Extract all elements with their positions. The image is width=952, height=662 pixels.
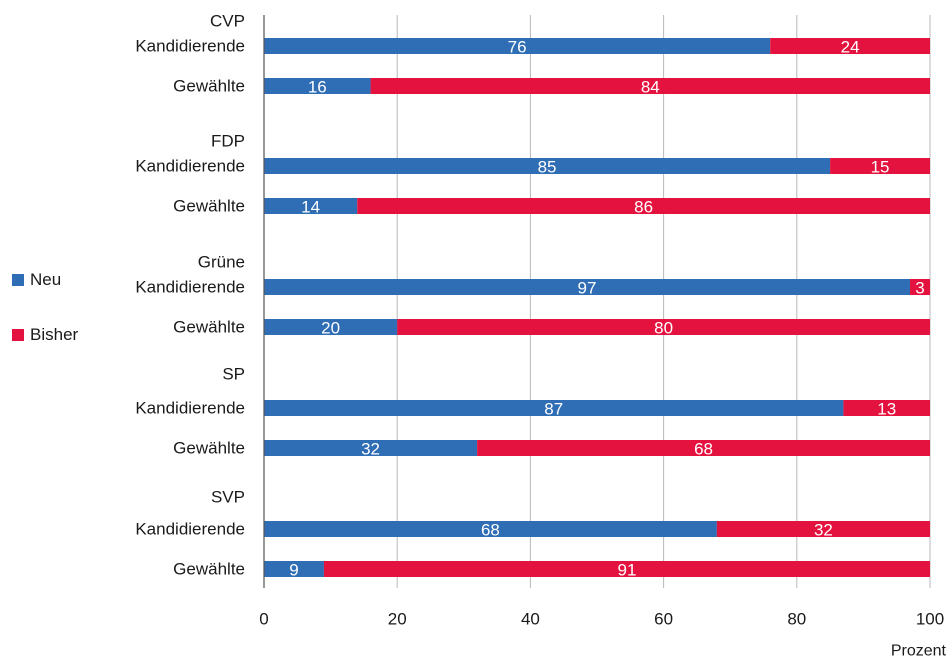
- bar-neu-1-1: [264, 198, 358, 214]
- party-label-1: FDP: [211, 132, 245, 151]
- row-label-0-0: Kandidierende: [135, 37, 245, 56]
- data-label-neu-1-1: 14: [301, 198, 320, 217]
- party-label-4: SVP: [211, 488, 245, 507]
- party-label-3: SP: [222, 365, 245, 384]
- row-label-1-1: Gewählte: [173, 197, 245, 216]
- data-label-neu-3-1: 32: [361, 440, 380, 459]
- x-tick-label-40: 40: [521, 610, 540, 629]
- row-label-2-0: Kandidierende: [135, 278, 245, 297]
- data-label-bisher-2-0: 3: [915, 279, 924, 298]
- bar-bisher-3-1: [477, 440, 930, 456]
- x-tick-label-80: 80: [787, 610, 806, 629]
- bar-neu-0-0: [264, 38, 771, 54]
- data-label-neu-3-0: 87: [544, 400, 563, 419]
- x-tick-label-60: 60: [654, 610, 673, 629]
- data-label-bisher-4-1: 91: [618, 561, 637, 580]
- bar-bisher-4-0: [716, 521, 930, 537]
- row-label-3-1: Gewählte: [173, 439, 245, 458]
- row-label-1-0: Kandidierende: [135, 157, 245, 176]
- bar-bisher-2-1: [397, 319, 930, 335]
- row-label-3-0: Kandidierende: [135, 399, 245, 418]
- data-label-neu-0-1: 16: [308, 78, 327, 97]
- row-label-4-0: Kandidierende: [135, 520, 245, 539]
- data-label-bisher-3-1: 68: [694, 440, 713, 459]
- data-label-neu-2-1: 20: [321, 319, 340, 338]
- data-label-bisher-0-0: 24: [841, 38, 860, 57]
- bar-bisher-1-0: [830, 158, 930, 174]
- data-label-bisher-1-0: 15: [871, 158, 890, 177]
- bar-bisher-4-1: [323, 561, 930, 577]
- legend-swatch-neu: [12, 274, 24, 286]
- bar-neu-3-0: [264, 400, 844, 416]
- bar-neu-1-0: [264, 158, 831, 174]
- legend-swatch-bisher: [12, 329, 24, 341]
- x-tick-label-0: 0: [259, 610, 268, 629]
- data-label-neu-4-0: 68: [481, 521, 500, 540]
- bar-neu-2-0: [264, 279, 911, 295]
- bar-neu-2-1: [264, 319, 398, 335]
- data-label-bisher-2-1: 80: [654, 319, 673, 338]
- legend-label-bisher: Bisher: [30, 325, 79, 344]
- bar-bisher-0-0: [770, 38, 930, 54]
- x-tick-label-100: 100: [916, 610, 944, 629]
- data-label-neu-1-0: 85: [538, 158, 557, 177]
- data-label-bisher-3-0: 13: [877, 400, 896, 419]
- party-label-0: CVP: [210, 12, 245, 31]
- data-label-bisher-0-1: 84: [641, 78, 660, 97]
- bar-bisher-1-1: [357, 198, 930, 214]
- bar-bisher-0-1: [370, 78, 930, 94]
- data-label-bisher-1-1: 86: [634, 198, 653, 217]
- data-label-bisher-4-0: 32: [814, 521, 833, 540]
- x-tick-label-20: 20: [388, 610, 407, 629]
- x-axis-title: Prozent: [891, 643, 947, 660]
- data-label-neu-0-0: 76: [508, 38, 527, 57]
- bar-bisher-2-0: [910, 279, 930, 295]
- legend-label-neu: Neu: [30, 270, 62, 289]
- bar-neu-4-1: [264, 561, 324, 577]
- row-label-0-1: Gewählte: [173, 77, 245, 96]
- row-label-4-1: Gewählte: [173, 560, 245, 579]
- party-label-2: Grüne: [198, 253, 245, 272]
- data-label-neu-2-0: 97: [578, 279, 597, 298]
- bar-bisher-3-0: [843, 400, 930, 416]
- legend-item-neu: Neu: [12, 270, 61, 290]
- legend-item-bisher: Bisher: [12, 325, 78, 345]
- row-label-2-1: Gewählte: [173, 318, 245, 337]
- bar-neu-3-1: [264, 440, 478, 456]
- bar-neu-4-0: [264, 521, 717, 537]
- bar-neu-0-1: [264, 78, 371, 94]
- data-label-neu-4-1: 9: [289, 561, 298, 580]
